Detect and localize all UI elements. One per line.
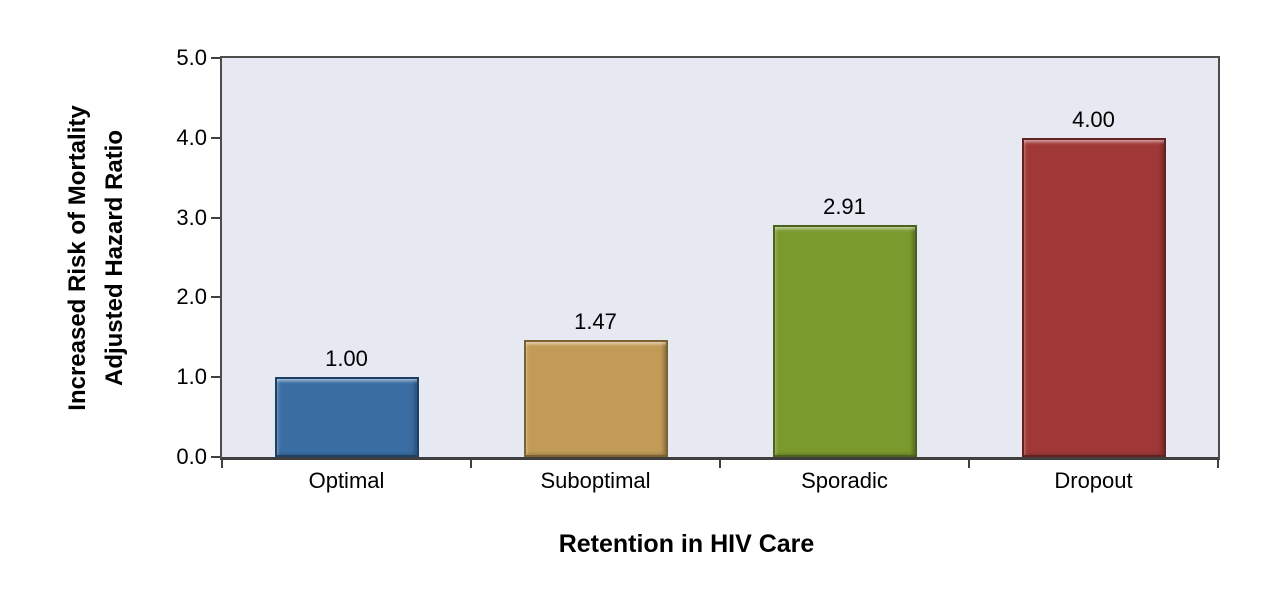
y-tick-mark (211, 216, 220, 219)
y-tick-label: 3.0 (176, 204, 207, 230)
bar-value-label-sporadic: 2.91 (823, 193, 866, 219)
y-tick-mark (211, 456, 220, 458)
y-axis-title: Increased Risk of Mortality Adjusted Haz… (59, 105, 133, 410)
x-category-label-suboptimal: Suboptimal (540, 468, 651, 493)
y-tick-label: 0.0 (176, 444, 207, 469)
y-tick-label: 2.0 (176, 284, 207, 310)
y-axis-title-line2: Adjusted Hazard Ratio (101, 129, 128, 387)
y-tick-mark (211, 376, 220, 379)
x-tick-mark (221, 460, 223, 468)
x-category-label-optimal: Optimal (308, 468, 385, 493)
y-tick-mark (211, 57, 220, 59)
y-tick-mark (211, 136, 220, 139)
bar-sporadic (772, 224, 917, 457)
y-tick-label: 4.0 (176, 124, 207, 150)
y-tick-label: 1.0 (176, 364, 207, 390)
y-axis-title-line1: Increased Risk of Mortality (64, 105, 91, 411)
x-tick-mark (968, 460, 970, 468)
bar-optimal (274, 377, 419, 457)
x-category-label-dropout: Dropout (1054, 468, 1133, 493)
bar-value-label-suboptimal: 1.47 (574, 308, 617, 334)
x-category-label-sporadic: Sporadic (801, 468, 888, 493)
x-axis-title: Retention in HIV Care (558, 530, 815, 558)
x-tick-mark (470, 460, 472, 468)
y-tick-label: 5.0 (176, 45, 207, 70)
bar-value-label-dropout: 4.00 (1072, 106, 1115, 132)
x-tick-mark (719, 460, 721, 468)
bar-dropout (1021, 137, 1166, 457)
y-tick-mark (211, 296, 220, 299)
bar-value-label-optimal: 1.00 (325, 346, 368, 372)
x-tick-mark (1217, 460, 1219, 468)
bar-suboptimal (523, 339, 668, 457)
